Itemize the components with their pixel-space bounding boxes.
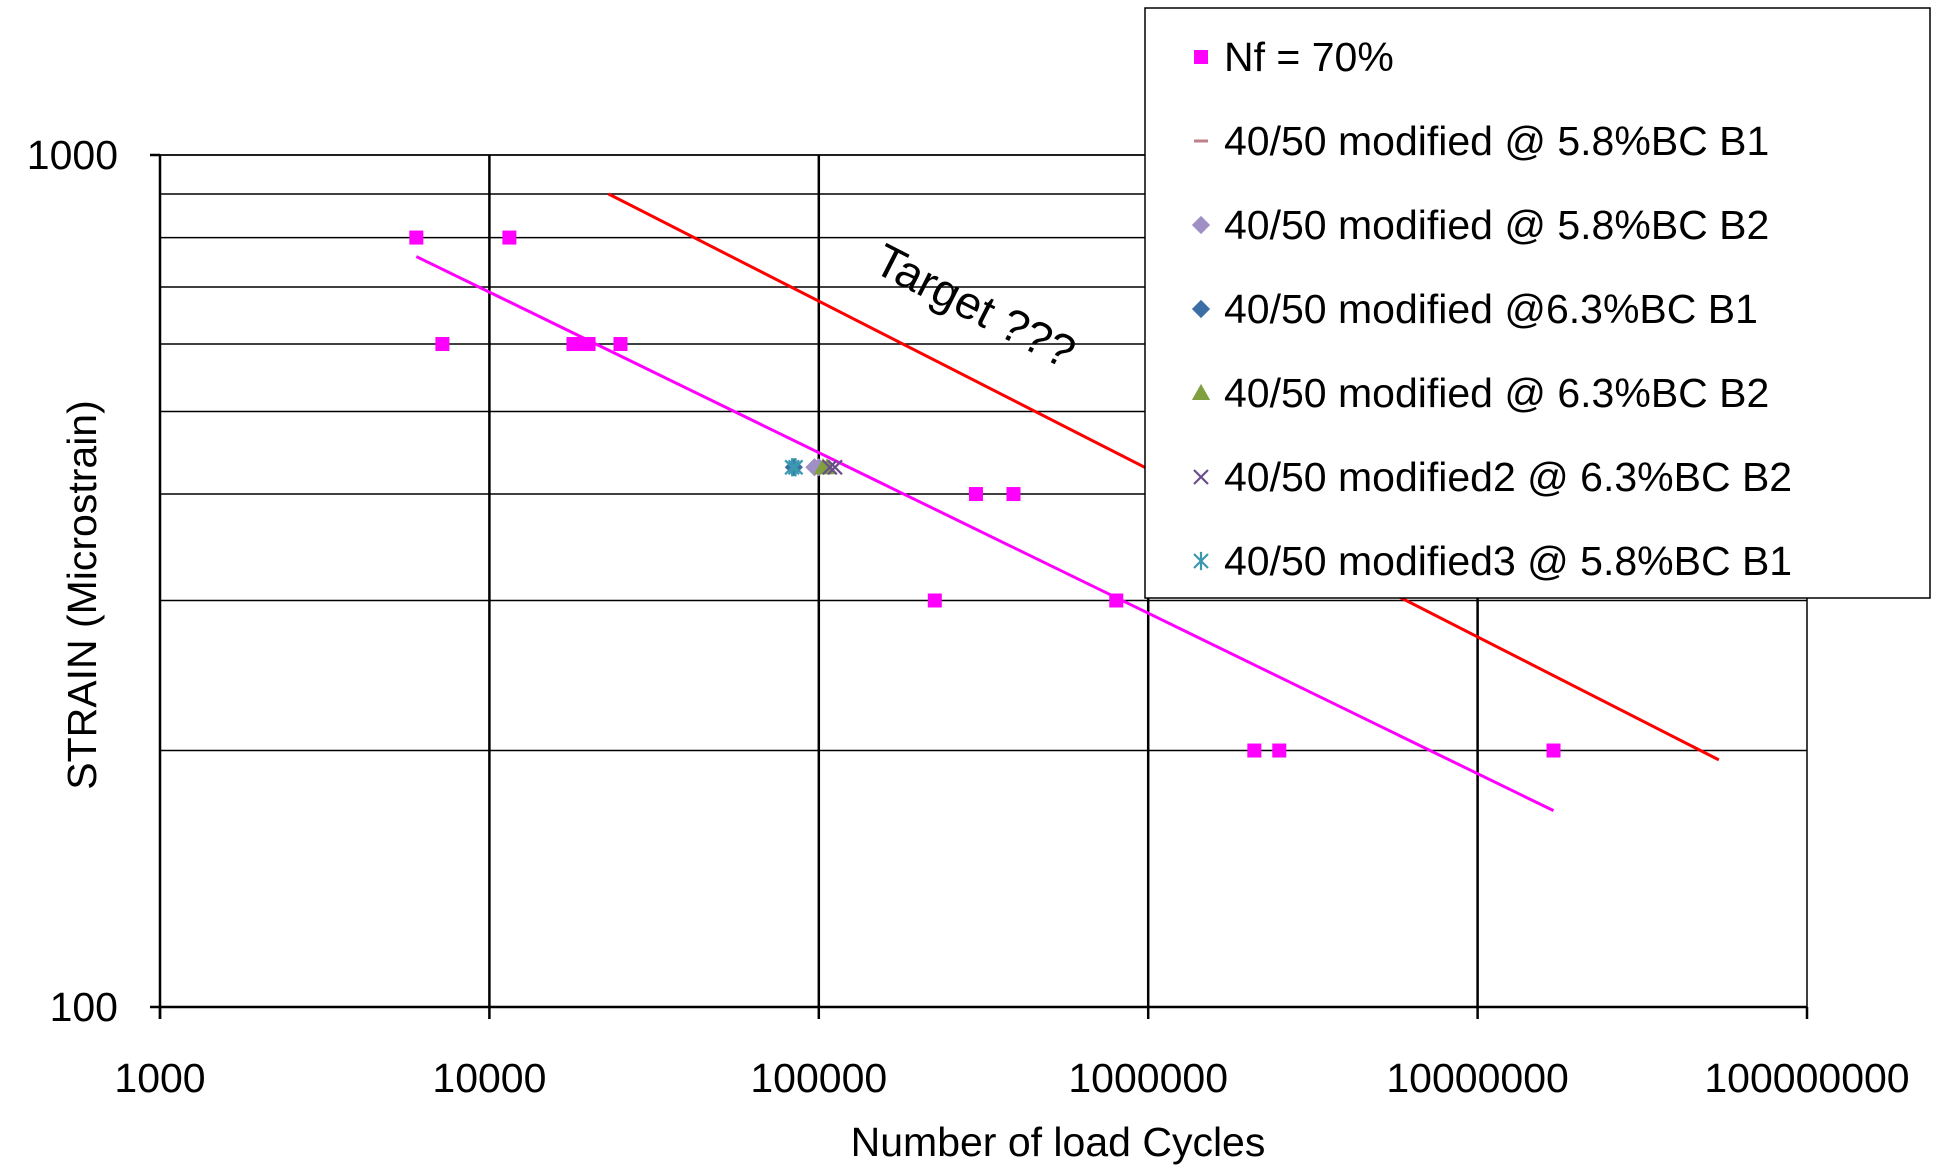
data-point xyxy=(409,230,424,245)
x-tick-label: 10000000 xyxy=(1386,1055,1568,1101)
legend-label: Nf = 70% xyxy=(1224,34,1394,80)
data-point xyxy=(827,459,843,476)
x-tick-label: 1000000 xyxy=(1068,1055,1228,1101)
legend-marker xyxy=(1191,299,1211,319)
legend-box xyxy=(1144,7,1931,599)
data-point xyxy=(1272,743,1287,758)
data-point xyxy=(566,337,581,352)
data-point xyxy=(435,337,450,352)
data-point xyxy=(968,487,983,502)
y-tick-label: 100 xyxy=(50,984,118,1030)
x-tick-label: 10000 xyxy=(432,1055,546,1101)
data-point xyxy=(1546,743,1561,758)
x-axis-title: Number of load Cycles xyxy=(851,1119,1266,1165)
data-point xyxy=(787,458,804,477)
legend-marker xyxy=(1193,469,1209,485)
data-point xyxy=(502,230,517,245)
legend-label: 40/50 modified3 @ 5.8%BC B1 xyxy=(1224,538,1792,584)
x-tick-label: 100000000 xyxy=(1704,1055,1909,1101)
legend: Nf = 70% 40/50 modified @ 5.8%BC B1 40/50 … xyxy=(1144,7,1931,599)
data-point xyxy=(1109,593,1124,608)
target-annotation: Target ??? xyxy=(867,233,1084,378)
data-point xyxy=(927,593,942,608)
legend-marker xyxy=(1193,551,1209,571)
data-points xyxy=(409,230,1561,758)
x-tick-label: 1000 xyxy=(114,1055,205,1101)
legend-label: 40/50 modified @ 5.8%BC B2 xyxy=(1224,202,1769,248)
trendline xyxy=(415,255,1555,813)
y-tick-label: 1000 xyxy=(27,132,118,178)
legend-label: 40/50 modified @ 6.3%BC B2 xyxy=(1224,370,1769,416)
legend-marker xyxy=(1191,383,1211,400)
x-tick-label: 100000 xyxy=(750,1055,887,1101)
data-point xyxy=(1247,743,1262,758)
y-axis-title: STRAIN (Microstrain) xyxy=(59,400,105,790)
data-point xyxy=(784,458,803,477)
data-point xyxy=(822,459,838,476)
data-point xyxy=(1006,487,1021,502)
data-point xyxy=(613,337,628,352)
data-point xyxy=(581,337,596,352)
legend-label: 40/50 modified @6.3%BC B1 xyxy=(1224,286,1758,332)
legend-marker xyxy=(1191,215,1211,235)
legend-label: 40/50 modified @ 5.8%BC B1 xyxy=(1224,118,1769,164)
tick-labels: 1000 10000 100000 1000000 10000000 100000000 1… xyxy=(27,132,1910,1101)
data-point xyxy=(784,458,800,477)
legend-marker xyxy=(1194,50,1208,64)
legend-label: 40/50 modified2 @ 6.3%BC B2 xyxy=(1224,454,1792,500)
